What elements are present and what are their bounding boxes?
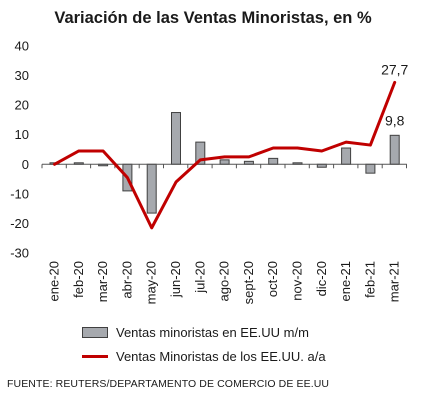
x-tick-label: oct-20 [265,261,280,297]
x-tick-label: ene-20 [47,261,62,301]
chart-title: Variación de las Ventas Minoristas, en % [54,9,372,27]
chart-area: -30 -20 -10 0 10 20 30 40 ene-20 feb-20 mar-20 abr… [10,39,408,305]
x-tick-label: mar-21 [387,261,402,302]
legend-bar-swatch [82,326,108,338]
legend-item-line: Ventas Minoristas de los EE.UU. a/a [82,344,326,368]
bar-series [49,112,400,214]
x-tick-label: feb-20 [71,261,86,298]
x-tick-label: ago-20 [217,261,232,301]
y-tick-label: -20 [10,216,29,231]
x-axis: ene-20 feb-20 mar-20 abr-20 may-20 jun-20 jul-… [41,163,407,304]
x-tick-label: abr-20 [119,261,134,299]
bar-ene-21 [341,147,352,165]
legend: Ventas minoristas en EE.UU m/m Ventas Mi… [82,320,326,368]
y-tick-label: 40 [15,39,29,54]
bar-feb-21 [365,163,376,174]
line-series [53,80,397,230]
x-tick-label: may-20 [144,261,159,304]
y-tick-label: -10 [10,186,29,201]
x-tick-label: mar-20 [95,261,110,302]
bar-oct-20 [268,157,279,165]
x-tick-label: jun-20 [168,261,183,298]
source-note: FUENTE: REUTERS/DEPARTAMENTO DE COMERCIO… [7,378,330,390]
bar-jun-20 [171,112,181,165]
x-tick-label: jul-20 [192,261,207,294]
legend-label-line: Ventas Minoristas de los EE.UU. a/a [116,348,326,364]
legend-item-bars: Ventas minoristas en EE.UU m/m [82,320,326,344]
data-label: 27,7 [381,61,408,77]
line-yoy [53,80,397,230]
y-tick-label: 20 [15,98,29,113]
data-label: 9,8 [385,112,405,128]
x-tick-label: feb-21 [362,261,377,298]
x-tick-label: nov-20 [290,261,305,301]
y-axis: -30 -20 -10 0 10 20 30 40 [10,39,29,261]
y-tick-label: -30 [10,246,29,261]
bar-mar-21 [389,134,400,165]
x-tick-label: sept-20 [241,261,256,304]
y-tick-label: 30 [15,68,29,83]
bar-may-20 [146,163,157,214]
legend-line-swatch [82,354,108,358]
x-tick-label: dic-20 [314,261,329,296]
legend-label-bars: Ventas minoristas en EE.UU m/m [116,324,309,340]
data-labels: 9,8 27,7 [381,61,408,128]
y-tick-label: 10 [15,127,29,142]
y-tick-label: 0 [22,157,29,172]
bar-ago-20 [219,159,230,165]
x-tick-label: ene-21 [338,261,353,301]
